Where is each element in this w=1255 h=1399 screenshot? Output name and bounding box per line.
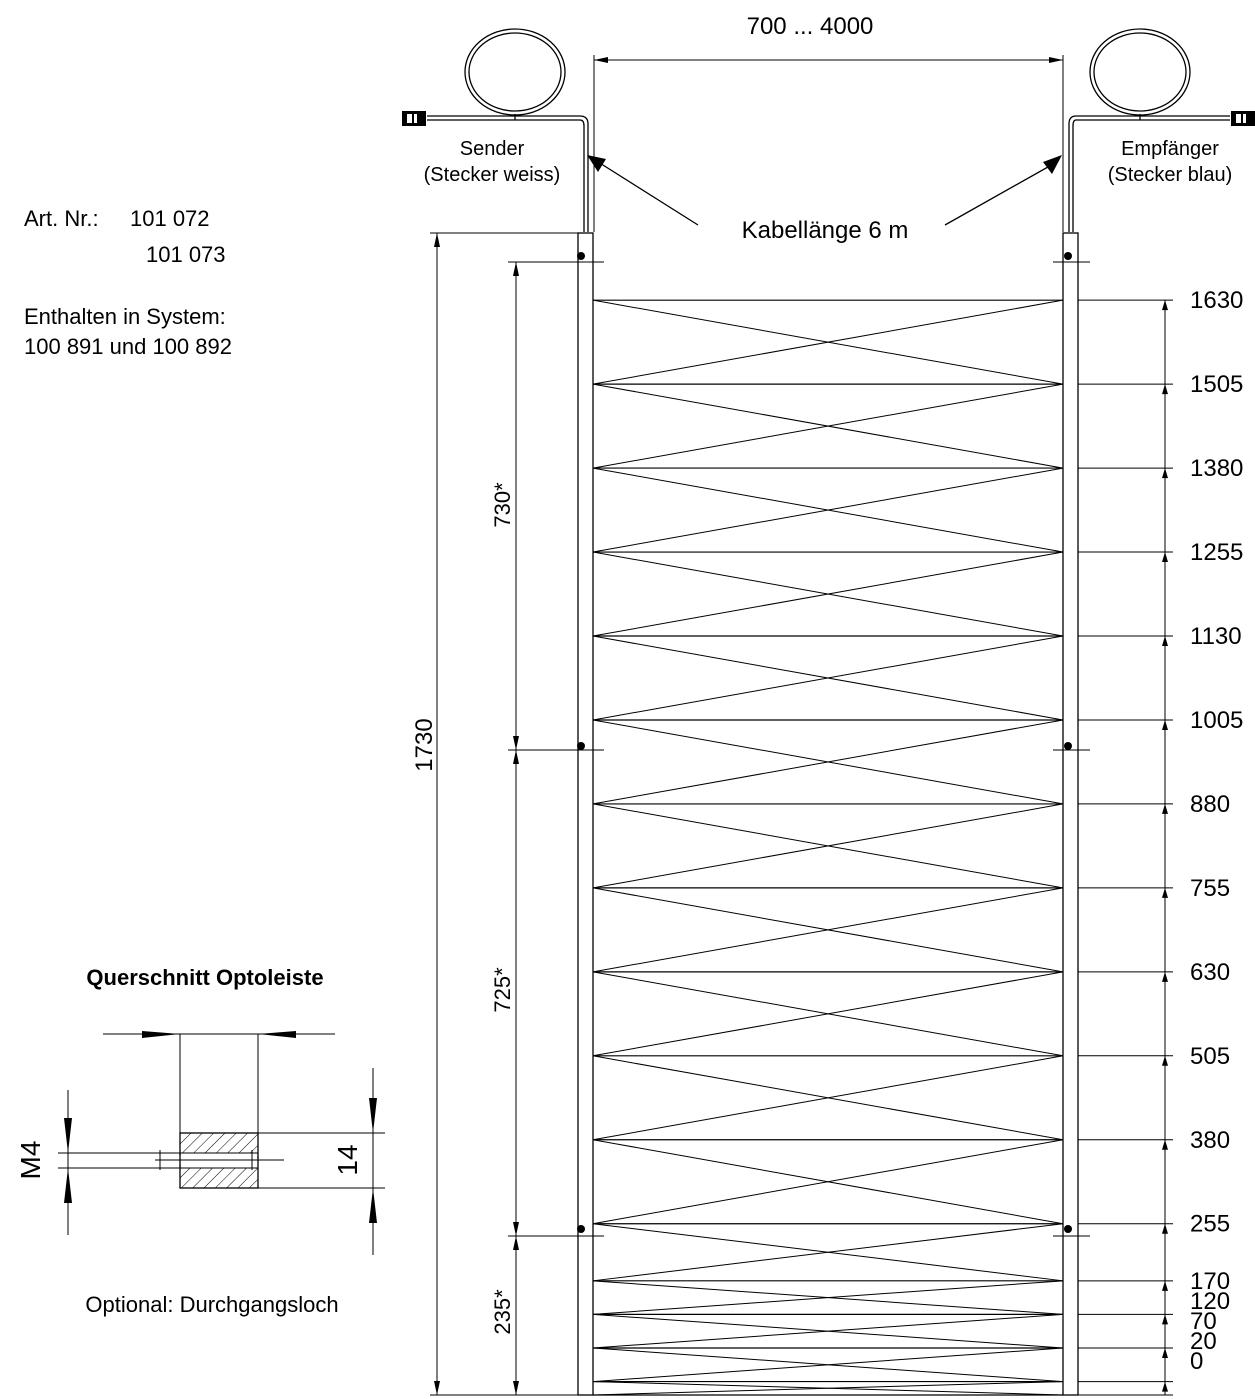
cross-section-height-label: 14 (332, 1144, 363, 1175)
beam-dimension-arrow (1162, 468, 1168, 479)
cable-length-label: Kabellänge 6 m (742, 217, 909, 244)
beam-height-label: 755 (1190, 875, 1230, 902)
beam-dimension-arrow (1162, 1223, 1168, 1234)
beam-dimension-arrow (1162, 1280, 1168, 1291)
beam-height-label: 630 (1190, 959, 1230, 986)
beam-diagonal (592, 1313, 1064, 1349)
beam-diagonal (592, 551, 1064, 637)
beam-diagonal (592, 635, 1064, 721)
beam-dimension-arrow (1162, 1055, 1168, 1066)
beam-dimension-arrow (1162, 719, 1168, 730)
beam-diagonal (592, 1139, 1064, 1225)
beam-height-label: 1630 (1190, 287, 1243, 314)
beam-diagonal (592, 383, 1064, 469)
beam-diagonal (592, 719, 1064, 805)
system-label: Enthalten in System: (24, 304, 226, 329)
receiver-cable-coil (1068, 28, 1230, 232)
beam-dimension-arrow (1162, 887, 1168, 898)
beam-height-label: 1255 (1190, 539, 1243, 566)
cross-section-title: Querschnitt Optoleiste (86, 965, 323, 990)
width-dimension: 700 ... 4000 (593, 13, 1064, 232)
beam-dimension-arrow (1162, 803, 1168, 814)
beam-height-label: 1505 (1190, 371, 1243, 398)
beam-height-label: 505 (1190, 1043, 1230, 1070)
segment-label-1: 730* (490, 482, 515, 528)
beam-diagonal (592, 803, 1064, 889)
beam-diagonal (592, 1055, 1064, 1141)
beam-dimension-arrow (1162, 1139, 1168, 1150)
beam-height-label: 880 (1190, 791, 1230, 818)
beam-height-dimension (1078, 299, 1173, 1396)
mounting-ticks (562, 261, 1090, 1237)
beam-height-label: 1380 (1190, 455, 1243, 482)
receiver-plug-icon (1231, 111, 1255, 126)
beam-diagonal (592, 1280, 1064, 1315)
cable-length-arrows (587, 155, 1062, 226)
art-nr-label: Art. Nr.: (24, 206, 99, 231)
beam-diagonal (592, 1223, 1064, 1282)
beam-height-label: 380 (1190, 1127, 1230, 1154)
segment-label-2: 725* (490, 967, 515, 1013)
beam-height-label: 170 (1190, 1268, 1230, 1295)
beam-dimension-arrow (1162, 384, 1168, 395)
beam-diagonal (592, 467, 1064, 553)
beam-dimension-arrow (1162, 636, 1168, 647)
sender-label: Sender (460, 138, 525, 160)
beam-height-labels: 1630 1505 1380 1255 1130 1005 880 755 630 505 380 2… (1190, 287, 1243, 1375)
beam-dimension-arrow (1162, 1314, 1168, 1325)
beam-dimension-arrow (1162, 971, 1168, 982)
beam-height-label: 20 (1190, 1328, 1217, 1355)
width-label: 700 ... 4000 (747, 13, 874, 40)
receiver-label: Empfänger (1121, 138, 1219, 160)
beam-diagonal (592, 1381, 1064, 1396)
beam-dimension-arrow (1162, 552, 1168, 563)
art-nr-value-1: 101 072 (130, 206, 210, 231)
mounting-points (577, 252, 1072, 1233)
beam-dimension-arrow (1162, 300, 1168, 311)
receiver-post (1062, 232, 1079, 1396)
beam-height-label: 120 (1190, 1288, 1230, 1315)
sender-post (577, 232, 594, 1396)
beam-diagonal (592, 887, 1064, 973)
light-beams (592, 299, 1064, 1396)
receiver-plug-label: (Stecker blau) (1108, 164, 1233, 186)
beam-diagonal (592, 1347, 1064, 1383)
total-height-label: 1730 (411, 718, 438, 771)
segment-dimensions (508, 261, 562, 1395)
sender-plug-icon (402, 111, 426, 126)
beam-height-label: 1130 (1190, 623, 1242, 650)
beam-diagonal (592, 299, 1064, 385)
total-height-dimension (430, 232, 578, 1396)
beam-dimension-arrow (1162, 1381, 1168, 1392)
segment-label-3: 235* (490, 1289, 515, 1335)
cross-section-note: Optional: Durchgangsloch (85, 1292, 338, 1317)
beam-diagonal (592, 971, 1064, 1057)
cross-section-drawing (58, 1031, 385, 1255)
thread-label: M4 (15, 1141, 46, 1180)
beam-height-label: 1005 (1190, 707, 1243, 734)
sender-cable-coil (427, 28, 589, 232)
beam-height-label: 70 (1190, 1308, 1217, 1335)
art-nr-value-2: 101 073 (146, 242, 226, 267)
beam-height-label: 255 (1190, 1211, 1230, 1238)
beam-height-label: 0 (1190, 1348, 1203, 1375)
beam-dimension-arrow (1162, 1347, 1168, 1358)
sender-plug-label: (Stecker weiss) (424, 164, 561, 186)
system-value: 100 891 und 100 892 (24, 334, 232, 359)
